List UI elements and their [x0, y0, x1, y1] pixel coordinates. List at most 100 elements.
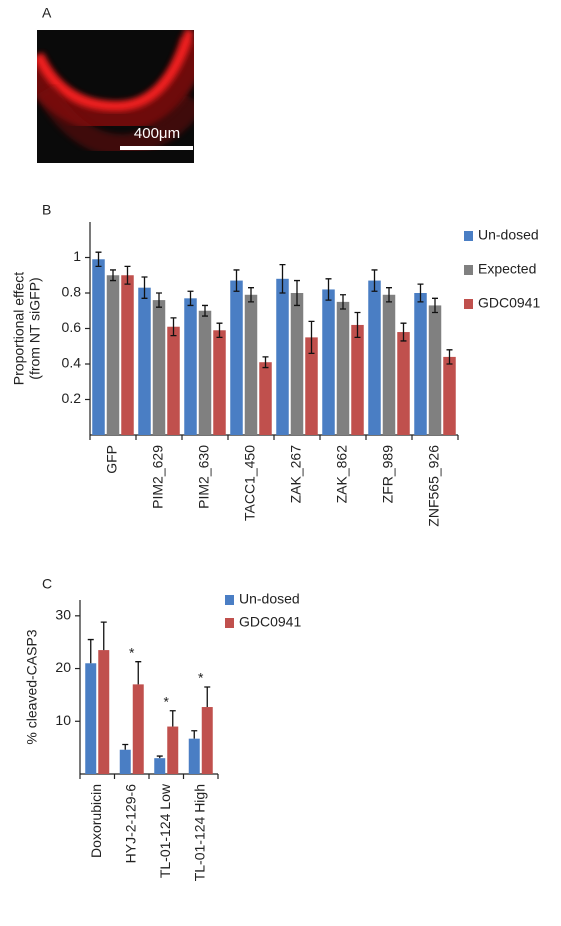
error-bar — [216, 322, 223, 339]
error-bar — [170, 317, 177, 337]
bar — [368, 280, 381, 435]
bar — [98, 650, 110, 774]
legend-label: GDC0941 — [239, 614, 301, 630]
error-bar — [233, 269, 240, 292]
bar — [244, 294, 258, 435]
error-bar — [446, 349, 453, 365]
bar — [85, 663, 97, 774]
error-bar — [156, 755, 163, 759]
error-bar — [122, 743, 129, 750]
bar — [201, 707, 213, 774]
y-axis-label: (from NT siGFP) — [27, 277, 43, 379]
error-bar — [262, 356, 269, 369]
error-bar — [191, 730, 198, 739]
bar — [351, 324, 364, 435]
x-tick-label: PIM2_629 — [150, 445, 166, 509]
y-tick-label: 10 — [55, 712, 71, 728]
bar — [322, 289, 335, 435]
error-bar — [340, 294, 346, 310]
error-bar — [156, 292, 162, 308]
error-bar — [204, 686, 211, 708]
error-bar — [308, 320, 315, 354]
panel-label: A — [42, 5, 52, 21]
bar — [397, 332, 410, 435]
legend-swatch — [225, 618, 234, 628]
legend-label: Un-dosed — [239, 591, 300, 607]
x-tick-label: ZAK_267 — [288, 445, 304, 504]
significance-mark: * — [164, 693, 170, 709]
y-tick-label: 0.8 — [62, 284, 82, 300]
bar — [119, 749, 131, 774]
y-tick-label: 0.4 — [62, 355, 82, 371]
error-bar — [279, 263, 286, 294]
error-bar — [371, 269, 378, 292]
error-bar — [95, 251, 102, 268]
legend-swatch — [464, 299, 473, 309]
bar — [290, 293, 304, 435]
x-tick-label: GFP — [104, 445, 120, 474]
bar — [259, 362, 272, 435]
error-bar — [417, 283, 424, 303]
error-bar — [135, 661, 142, 685]
error-bar — [202, 304, 208, 317]
scale-bar-label: 400μm — [134, 125, 180, 142]
x-tick-label: HYJ-2-129-6 — [122, 784, 138, 864]
x-tick-label: TL-01-124 Low — [157, 783, 173, 878]
error-bar — [386, 287, 392, 303]
bar — [305, 337, 318, 435]
bar — [414, 293, 427, 435]
bar — [198, 310, 212, 435]
error-bar — [432, 297, 438, 314]
bar — [213, 330, 226, 435]
bar — [336, 301, 350, 435]
x-tick-label: Doxorubicin — [88, 784, 104, 858]
y-tick-label: 20 — [55, 659, 71, 675]
y-axis-label: % cleaved-CASP3 — [24, 629, 40, 744]
bar — [184, 298, 197, 435]
y-tick-label: 0.6 — [62, 319, 82, 335]
error-bar — [187, 290, 194, 307]
bar — [230, 280, 243, 435]
bar — [152, 300, 166, 435]
error-bar — [110, 269, 116, 282]
x-tick-label: ZFR_989 — [380, 445, 396, 504]
error-bar — [124, 265, 131, 285]
error-bar — [87, 638, 94, 664]
bar — [167, 726, 179, 774]
legend-swatch — [464, 231, 473, 241]
bar — [121, 275, 134, 435]
y-axis-label: Proportional effect — [11, 272, 27, 385]
bar — [132, 684, 144, 774]
x-tick-label: ZAK_862 — [334, 445, 350, 504]
bar — [443, 356, 456, 435]
y-tick-label: 1 — [73, 248, 81, 264]
bar — [276, 278, 289, 435]
legend-label: Expected — [478, 261, 536, 277]
error-bar — [325, 278, 332, 301]
x-tick-label: TL-01-124 High — [191, 784, 207, 881]
x-tick-label: PIM2_630 — [196, 445, 212, 509]
bar — [188, 738, 200, 774]
legend-swatch — [464, 265, 473, 275]
error-bar — [294, 279, 300, 307]
error-bar — [248, 287, 254, 303]
error-bar — [400, 322, 407, 342]
legend-label: GDC0941 — [478, 295, 540, 311]
bar — [428, 305, 442, 435]
legend-swatch — [225, 595, 234, 605]
error-bar — [354, 311, 361, 339]
significance-mark: * — [129, 644, 135, 660]
error-bar — [100, 621, 107, 651]
panel-label: B — [42, 202, 51, 218]
bar — [92, 259, 105, 435]
x-tick-label: ZNF565_926 — [426, 445, 442, 527]
legend-label: Un-dosed — [478, 227, 539, 243]
bar — [154, 758, 166, 774]
bar — [167, 326, 180, 435]
error-bar — [141, 276, 148, 299]
bar — [138, 287, 151, 435]
panel-label: C — [42, 576, 52, 592]
y-tick-label: 0.2 — [62, 390, 82, 406]
